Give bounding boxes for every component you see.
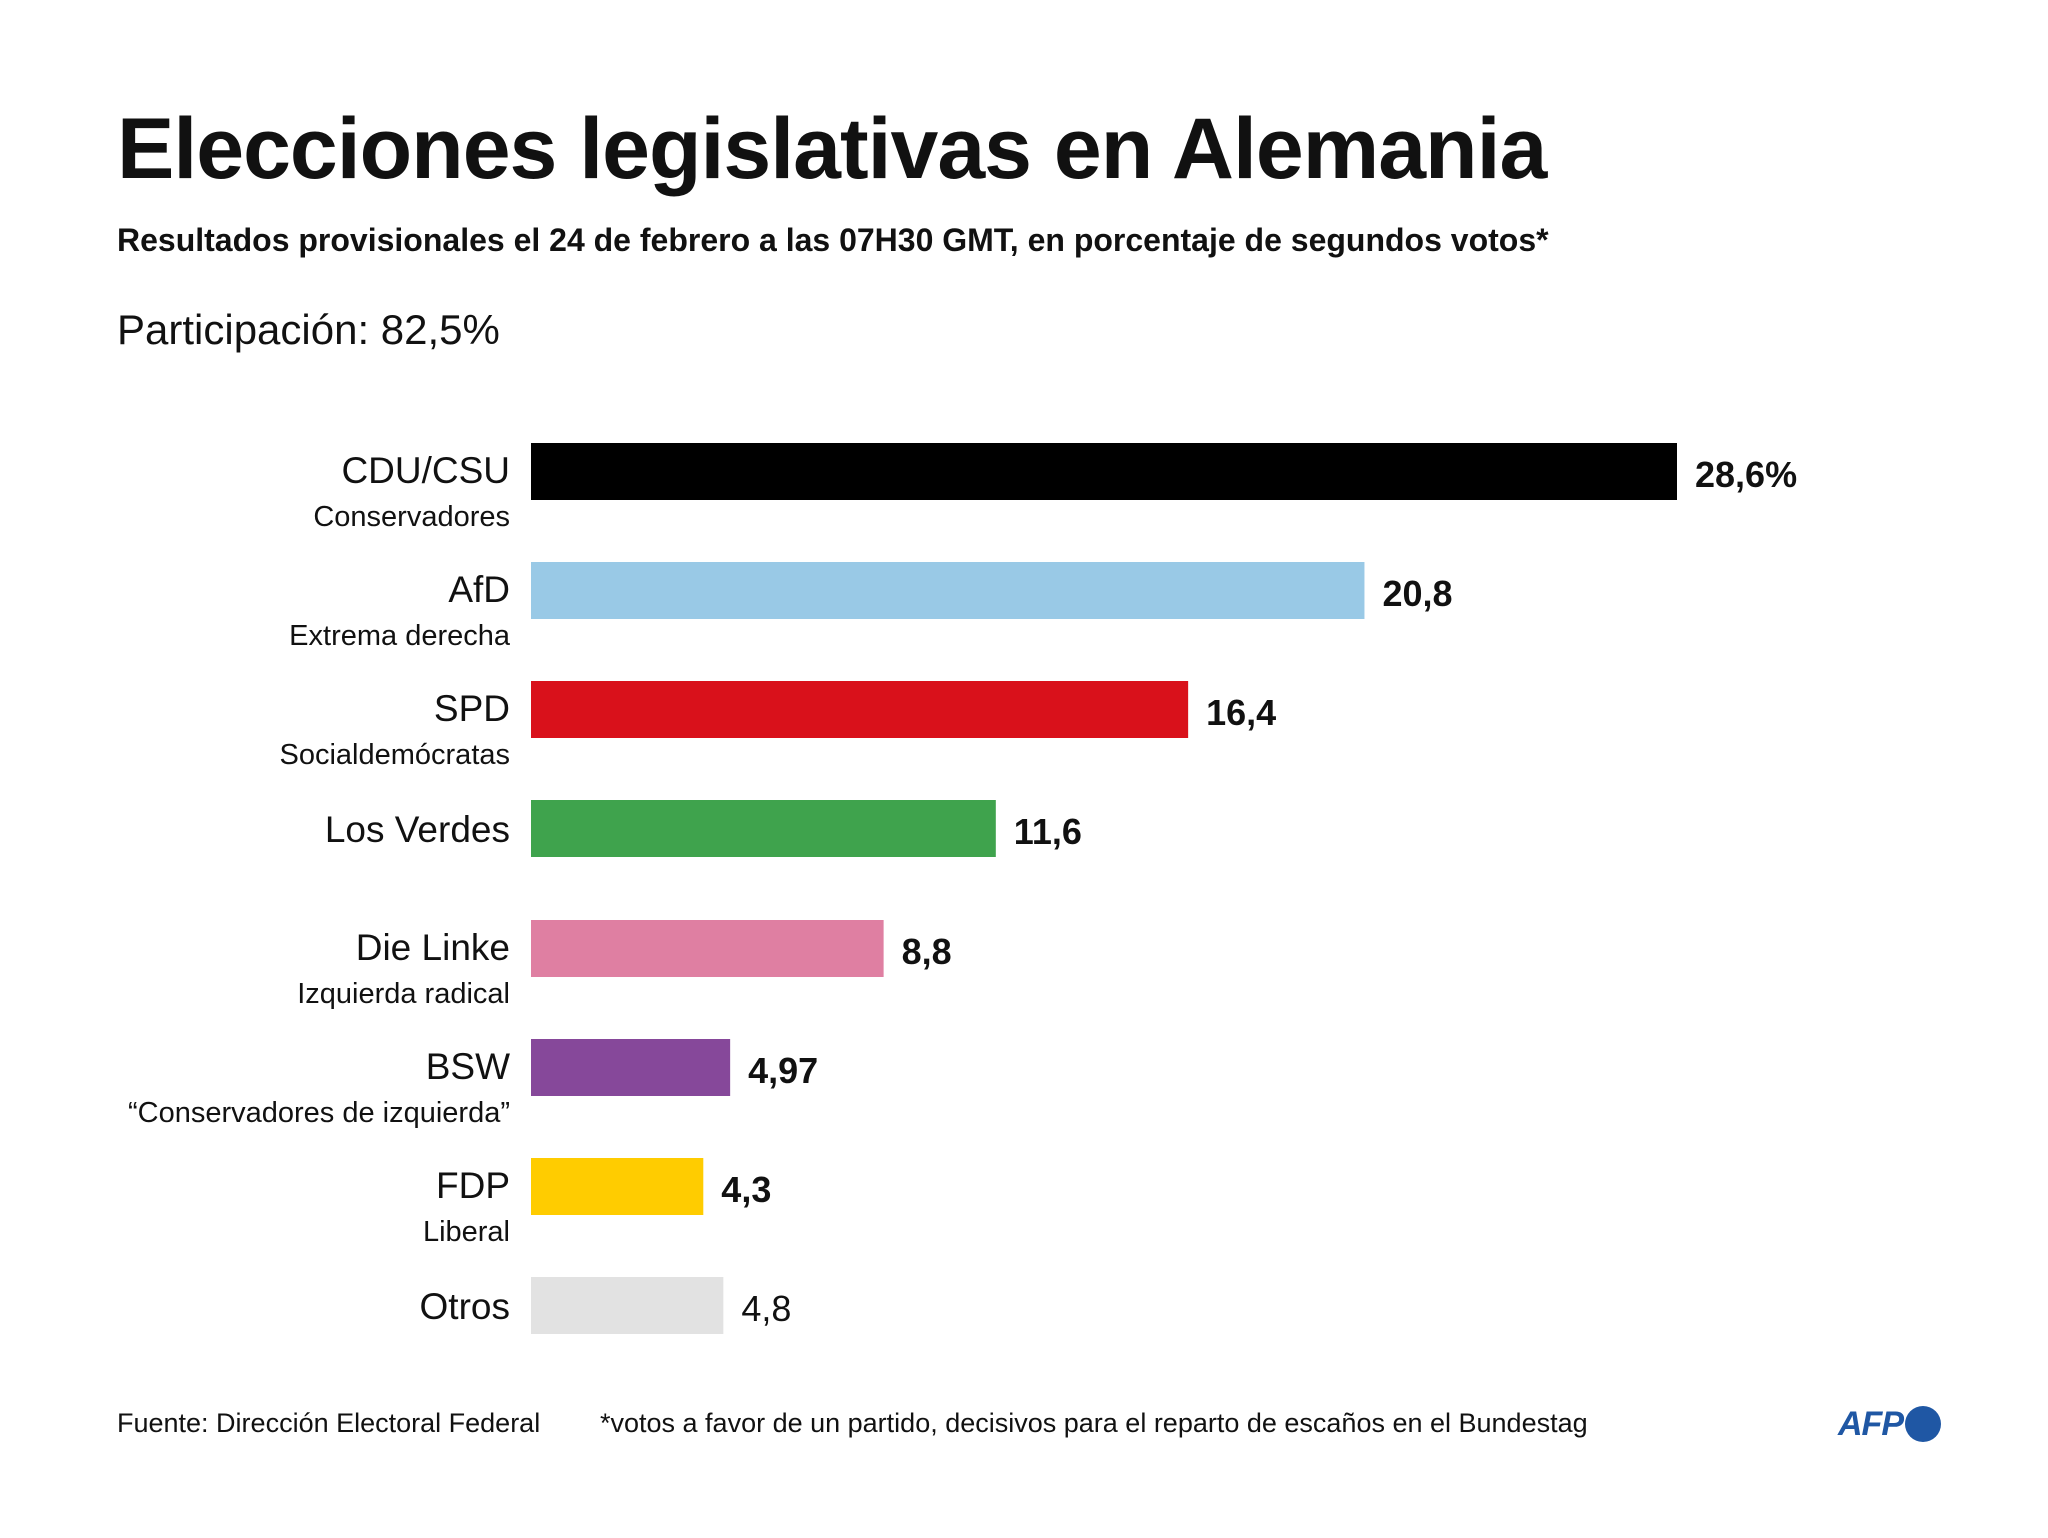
bar-chart: CDU/CSU Conservadores 28,6% AfD Extrema dere… <box>128 443 1797 1334</box>
bar-fdp <box>531 1158 704 1215</box>
category-label: BSW <box>426 1046 510 1087</box>
value-label: 16,4 <box>1206 692 1276 733</box>
category-label: CDU/CSU <box>341 450 510 491</box>
category-sublabel: Conservadores <box>313 501 510 533</box>
value-label: 20,8 <box>1382 573 1452 614</box>
bar-otros <box>531 1277 724 1334</box>
afp-logo-text: AFP <box>1838 1404 1904 1443</box>
value-label: 4,97 <box>748 1050 818 1091</box>
bar-spd <box>531 681 1189 738</box>
footnote: *votos a favor de un partido, decisivos … <box>600 1408 1588 1438</box>
category-label: Otros <box>420 1286 510 1327</box>
category-sublabel: Extrema derecha <box>289 620 511 652</box>
value-label: 4,8 <box>741 1288 791 1329</box>
category-label: AfD <box>448 569 510 610</box>
chart-subtitle: Resultados provisionales el 24 de febrer… <box>117 222 1549 258</box>
value-label: 28,6% <box>1695 454 1797 495</box>
category-sublabel: Liberal <box>423 1216 510 1248</box>
category-label: Los Verdes <box>325 809 510 850</box>
afp-logo: AFP <box>1838 1400 1941 1448</box>
category-label: FDP <box>436 1165 510 1206</box>
bar-los-verdes <box>531 800 996 857</box>
value-label: 8,8 <box>902 931 952 972</box>
category-sublabel: Izquierda radical <box>297 978 510 1010</box>
turnout-label: Participación: 82,5% <box>117 306 500 353</box>
category-sublabel: “Conservadores de izquierda” <box>128 1097 510 1129</box>
category-label: SPD <box>434 688 510 729</box>
afp-logo-dot <box>1905 1406 1941 1442</box>
bar-cdu-csu <box>531 443 1677 500</box>
bar-die-linke <box>531 920 884 977</box>
value-label: 4,3 <box>721 1169 771 1210</box>
value-label: 11,6 <box>1014 811 1082 852</box>
source-note: Fuente: Dirección Electoral Federal <box>117 1408 541 1438</box>
category-sublabel: Socialdemócratas <box>280 739 511 771</box>
chart-title: Elecciones legislativas en Alemania <box>117 101 1547 197</box>
category-label: Die Linke <box>356 927 510 968</box>
bar-bsw <box>531 1039 731 1096</box>
bar-afd <box>531 562 1365 619</box>
